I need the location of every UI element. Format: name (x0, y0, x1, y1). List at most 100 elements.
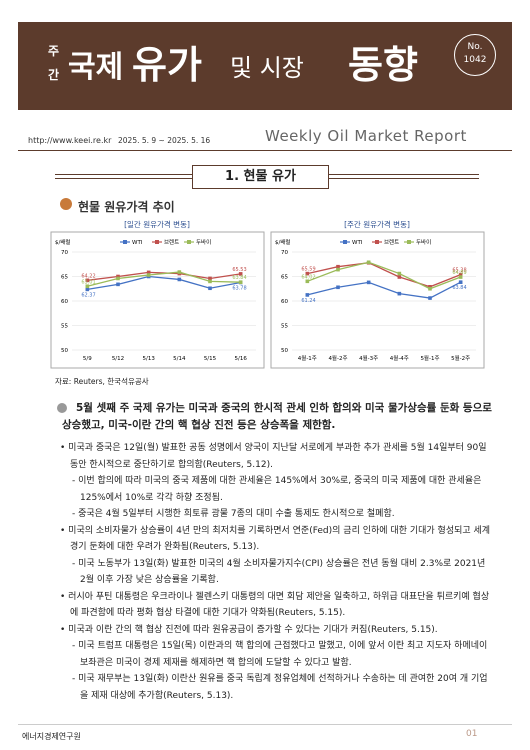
rule (55, 174, 192, 179)
bullet-list: • 미국과 중국은 12일(월) 발표한 공동 성명에서 양국이 지난달 서로에… (60, 440, 492, 704)
point (305, 271, 310, 276)
point (458, 272, 463, 277)
data-label: 64.22 (81, 273, 95, 279)
legend-swatch (187, 240, 191, 244)
title: 및 시장 (230, 54, 304, 82)
chart: [일간 원유가격 변동] $/배럴 50 55 60 65 70 5/9 5/12 5/13 5/1… (50, 219, 265, 369)
legend-label: WTI (352, 240, 363, 246)
legend-label: 두바이 (196, 238, 211, 246)
icon (57, 403, 67, 413)
y-tick-label: 70 (281, 250, 288, 256)
chart-title: [주간 원유가격 변동] (344, 219, 410, 229)
y-tick-label: 50 (61, 348, 68, 354)
y-tick-label: 65 (281, 275, 288, 281)
rule (18, 724, 512, 725)
bullet: • 미국과 이란 간의 핵 협상 진전에 따라 원유공급이 증가할 수 있다는 … (60, 624, 438, 635)
x-tick-label: 5/16 (234, 356, 247, 362)
data-label: 65.59 (301, 267, 315, 273)
x-tick-label: 5월-1주 (420, 354, 439, 362)
period: 2025. 5. 9 ~ 2025. 5. 16 (118, 136, 211, 145)
data-label: 63.84 (452, 285, 466, 291)
line (307, 262, 461, 288)
chart: [주간 원유가격 변동] $/배럴 50 55 60 65 70 4월-1주 4월-2주 4월-3… (270, 219, 485, 369)
title-prefix: 주 (48, 44, 60, 58)
x-tick-label: 4월-3주 (359, 354, 378, 362)
point (458, 280, 463, 284)
legend-label: WTI (132, 240, 143, 246)
bullet: • 러시아 푸틴 대통령은 우크라이나 젤렌스키 대통령의 대면 회담 제안을 … (60, 591, 490, 619)
title-prefix: 간 (48, 68, 60, 82)
rule (18, 150, 512, 151)
point (116, 282, 120, 287)
point (428, 286, 432, 291)
url: http://www.keei.re.kr (28, 136, 112, 145)
point (397, 271, 402, 276)
chart-title: [일간 원유가격 변동] (124, 219, 190, 229)
y-tick-label: 60 (61, 299, 68, 305)
sub-bullet: - 미국 재무부는 13일(화) 이란산 원유를 중국 독립계 정유업체에 선적… (72, 674, 488, 701)
x-tick-label: 5/12 (112, 356, 124, 362)
x-tick-label: 5/15 (204, 356, 217, 362)
point (397, 291, 402, 296)
point (428, 296, 432, 300)
point (208, 279, 212, 284)
point (85, 278, 90, 283)
point (208, 276, 212, 281)
header-band: 주 간 국제 유가 및 시장 동향 No. 1042 (18, 22, 512, 110)
x-tick-label: 4월-2주 (328, 354, 347, 362)
chart-frame (270, 231, 485, 369)
y-axis-label: $/배럴 (55, 238, 70, 246)
point (85, 284, 90, 289)
legend-swatch (407, 240, 411, 244)
data-label: 63.78 (232, 285, 246, 291)
data-label: 64.02 (301, 274, 315, 280)
line (307, 281, 461, 299)
legend-label: 브렌트 (384, 238, 399, 246)
legend-swatch (375, 240, 379, 244)
sub-bullet: - 미국 트럼프 대통령은 15일(목) 이란과의 핵 합의에 근접했다고 말했… (72, 641, 488, 668)
y-tick-label: 55 (61, 324, 68, 330)
sub-bullet: - 중국은 4월 5일부터 시행한 희토류 광물 7종의 대미 수출 통제도 한… (72, 509, 395, 519)
data-label: 63.84 (232, 275, 246, 281)
x-tick-label: 5월-2주 (451, 354, 470, 362)
footer-org: 에너지경제연구원 (22, 732, 81, 741)
source: 자료: Reuters, 한국석유공사 (55, 377, 149, 386)
data-label: 62.37 (81, 292, 95, 298)
legend-label: 브렌트 (164, 238, 179, 246)
point (208, 286, 212, 291)
issue-number: 1042 (463, 55, 487, 65)
point (116, 274, 120, 279)
y-tick-label: 60 (281, 299, 288, 305)
title: 국제 (68, 50, 124, 85)
point (336, 264, 340, 269)
point (428, 284, 432, 289)
point (336, 285, 340, 290)
x-tick-label: 5/14 (173, 356, 186, 362)
rule (329, 174, 479, 179)
point (336, 267, 340, 272)
data-label: 65.38 (452, 268, 466, 274)
y-tick-label: 70 (61, 250, 68, 256)
sub-bullet: - 이번 합의에 따라 미국의 중국 제품에 대한 관세율은 145%에서 30… (72, 476, 482, 503)
point (146, 273, 151, 277)
data-label: 65.53 (232, 267, 246, 273)
summary: 5월 셋째 주 국제 유가는 미국과 중국의 한시적 관세 인하 합의와 미국 … (62, 402, 492, 431)
point (85, 287, 90, 292)
data-label: 63.01 (81, 279, 95, 285)
title: 유가 (132, 43, 202, 87)
point (366, 260, 371, 265)
x-tick-label: 4월-4주 (390, 354, 409, 362)
y-axis-label: $/배럴 (275, 238, 290, 246)
point (366, 280, 371, 285)
chart-frame (50, 231, 265, 369)
line (307, 261, 461, 290)
legend-swatch (155, 240, 159, 244)
page-number: 01 (466, 729, 478, 739)
x-tick-label: 5/9 (83, 356, 92, 362)
legend-swatch (343, 240, 347, 244)
issue-label: No. (467, 42, 483, 52)
point (238, 280, 243, 284)
english-title: Weekly Oil Market Report (265, 127, 467, 145)
title: 동향 (348, 43, 418, 87)
